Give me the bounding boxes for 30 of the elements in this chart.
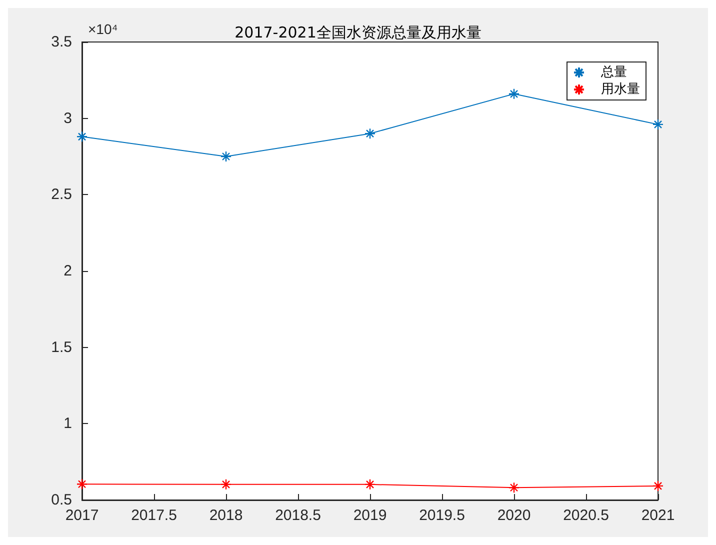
y-tick-label: 3.5 [51, 34, 72, 50]
y-tick-label: 1 [64, 415, 72, 432]
y-tick-label: 2.5 [51, 186, 72, 204]
point [364, 478, 376, 490]
point [508, 88, 520, 100]
x-tick-label: 2020 [497, 507, 531, 524]
x-tick-label: 2017 [65, 507, 99, 524]
point [652, 480, 664, 492]
point [76, 131, 88, 142]
point [508, 482, 520, 494]
x-tick-label: 2017.5 [131, 507, 177, 524]
legend-label: 用水量 [601, 82, 640, 97]
point [364, 128, 376, 140]
chart-title: 2017-2021全国水资源总量及用水量 [234, 24, 482, 42]
y-tick-label: 1.5 [51, 338, 72, 356]
x-tick-label: 2019 [353, 507, 387, 524]
y-tick-label: 3 [64, 110, 72, 127]
x-tick-label: 2018 [209, 507, 243, 524]
x-tick-label: 2020.5 [563, 507, 609, 524]
point [220, 478, 232, 490]
point [220, 150, 232, 162]
point [652, 118, 664, 130]
legend-label: 总量 [600, 65, 627, 80]
x-tick-label: 2019.5 [419, 507, 465, 524]
y-tick-label: 2 [64, 262, 72, 280]
x-tick-label: 2018.5 [275, 507, 321, 524]
y-tick-label: 0.5 [51, 492, 72, 508]
point [76, 478, 88, 490]
x-tick-label: 2021 [641, 507, 675, 524]
text: ×10⁴ [88, 21, 118, 37]
